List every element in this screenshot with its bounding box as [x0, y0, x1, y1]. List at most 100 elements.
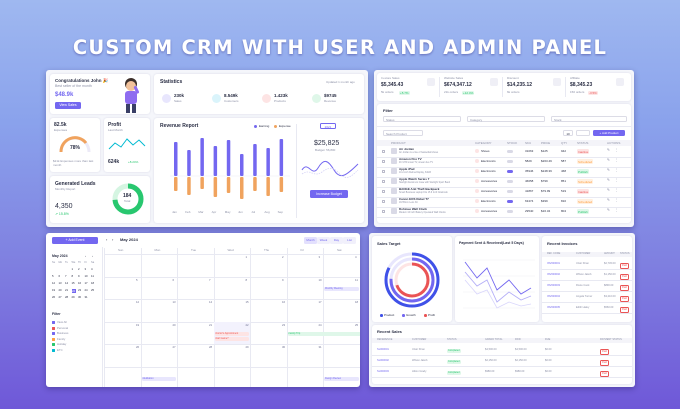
more-icon[interactable]: ⋮: [615, 188, 619, 192]
category-filter[interactable]: Category: [467, 116, 545, 122]
filter-checkbox[interactable]: [52, 332, 55, 335]
filter-checkbox[interactable]: [52, 326, 55, 330]
mini-day[interactable]: 16: [78, 281, 82, 285]
day-number[interactable]: 30: [282, 345, 286, 349]
day-number[interactable]: 1: [245, 255, 248, 259]
day-number[interactable]: 2: [282, 255, 284, 259]
day-number[interactable]: 16: [282, 300, 286, 304]
mini-day[interactable]: 26: [52, 295, 56, 299]
filter-checkbox[interactable]: [52, 348, 55, 352]
page-size-select[interactable]: 10: [563, 130, 573, 136]
stock-toggle[interactable]: [507, 199, 513, 203]
mini-day[interactable]: 4: [91, 267, 93, 271]
day-number[interactable]: 9: [282, 277, 284, 282]
day-number[interactable]: 17: [318, 300, 322, 304]
stock-toggle[interactable]: [507, 189, 513, 193]
stock-toggle[interactable]: [507, 179, 513, 183]
more-icon[interactable]: ⋮: [615, 148, 619, 152]
invoice-ref[interactable]: INV000004: [547, 295, 560, 298]
mini-day[interactable]: 3: [84, 267, 87, 271]
day-number[interactable]: 15: [245, 300, 249, 304]
day-number[interactable]: 22: [245, 322, 249, 327]
day-number[interactable]: 3: [318, 255, 321, 259]
day-number[interactable]: 13: [172, 300, 176, 304]
mini-day[interactable]: 19: [52, 288, 56, 292]
mini-day[interactable]: 17: [84, 281, 88, 285]
mini-day[interactable]: 5: [52, 274, 54, 278]
mini-day[interactable]: 28: [65, 295, 69, 299]
edit-icon[interactable]: ✎: [607, 188, 610, 192]
day-number[interactable]: 28: [209, 345, 213, 349]
product-search-input[interactable]: Search Product: [383, 130, 423, 136]
more-icon[interactable]: ⋮: [615, 158, 619, 162]
filter-checkbox[interactable]: [52, 337, 55, 341]
row-checkbox[interactable]: [382, 160, 385, 163]
mini-day[interactable]: 21: [65, 288, 69, 292]
row-checkbox[interactable]: [382, 190, 385, 193]
mini-day[interactable]: 11: [91, 274, 94, 278]
day-number[interactable]: 6: [172, 277, 175, 282]
row-checkbox[interactable]: [382, 150, 385, 153]
edit-icon[interactable]: ✎: [607, 158, 610, 162]
mini-day[interactable]: 15: [71, 281, 75, 285]
view-sales-button[interactable]: View Sales: [55, 102, 81, 109]
edit-icon[interactable]: ✎: [607, 208, 610, 212]
increase-budget-button[interactable]: Increase Budget: [310, 190, 348, 198]
stock-toggle[interactable]: [507, 159, 513, 163]
day-number[interactable]: 20: [172, 322, 176, 327]
day-number[interactable]: 31: [318, 345, 322, 349]
mini-day[interactable]: 31: [84, 295, 88, 299]
day-number[interactable]: 19: [136, 322, 140, 327]
day-number[interactable]: 12: [136, 300, 140, 304]
stock-filter[interactable]: Stock: [551, 116, 627, 122]
invoice-ref[interactable]: INV000001: [547, 262, 560, 265]
mini-day[interactable]: 14: [65, 281, 69, 285]
day-number[interactable]: 29: [245, 345, 249, 349]
edit-icon[interactable]: ✎: [607, 198, 610, 202]
stock-toggle[interactable]: [507, 169, 513, 173]
mini-prev-icon[interactable]: ‹: [85, 254, 86, 258]
add-product-button[interactable]: + Add Product: [593, 130, 625, 136]
day-number[interactable]: 5: [136, 277, 138, 282]
stock-toggle[interactable]: [507, 149, 513, 153]
mini-day[interactable]: 9: [78, 274, 80, 278]
sale-ref[interactable]: SL000003: [377, 370, 389, 373]
day-number[interactable]: 21: [209, 322, 213, 327]
day-number[interactable]: 4: [355, 255, 357, 259]
day-number[interactable]: 7: [209, 277, 211, 282]
mini-day[interactable]: 29: [71, 295, 75, 299]
edit-icon[interactable]: ✎: [607, 178, 610, 182]
mini-day[interactable]: 6: [58, 274, 61, 278]
row-checkbox[interactable]: [382, 180, 385, 183]
day-number[interactable]: 25: [355, 322, 359, 327]
day-number[interactable]: 26: [136, 345, 140, 349]
day-number[interactable]: 27: [172, 345, 176, 349]
mini-day[interactable]: 1: [71, 267, 74, 271]
mini-day[interactable]: 12: [52, 281, 56, 285]
stock-toggle[interactable]: [507, 209, 513, 213]
day-number[interactable]: 10: [318, 277, 322, 282]
calendar-view-week[interactable]: Week: [317, 237, 330, 244]
calendar-event[interactable]: Monthly Meeting: [324, 286, 359, 291]
prev-month-icon[interactable]: ‹: [106, 237, 108, 242]
day-number[interactable]: 8: [245, 277, 248, 282]
calendar-view-list[interactable]: List: [343, 237, 356, 244]
mini-day[interactable]: 23: [78, 288, 82, 292]
calendar-event[interactable]: Dart Game?: [214, 336, 249, 341]
row-checkbox[interactable]: [382, 170, 385, 173]
day-number[interactable]: 24: [318, 322, 322, 327]
mini-day[interactable]: 13: [58, 281, 62, 285]
invoice-ref[interactable]: INV000003: [547, 284, 560, 287]
sale-ref[interactable]: SL000002: [377, 359, 389, 362]
next-month-icon[interactable]: ›: [112, 237, 114, 242]
more-icon[interactable]: ⋮: [615, 208, 619, 212]
day-number[interactable]: 14: [209, 300, 213, 304]
row-checkbox[interactable]: [382, 210, 385, 213]
mini-day[interactable]: 25: [91, 288, 95, 292]
more-icon[interactable]: ⋮: [615, 168, 619, 172]
filter-checkbox[interactable]: [52, 321, 55, 324]
more-icon[interactable]: ⋮: [615, 198, 619, 202]
sale-ref[interactable]: SL000001: [377, 348, 389, 351]
status-filter[interactable]: Status: [383, 116, 461, 122]
mini-day[interactable]: 7: [65, 274, 67, 278]
